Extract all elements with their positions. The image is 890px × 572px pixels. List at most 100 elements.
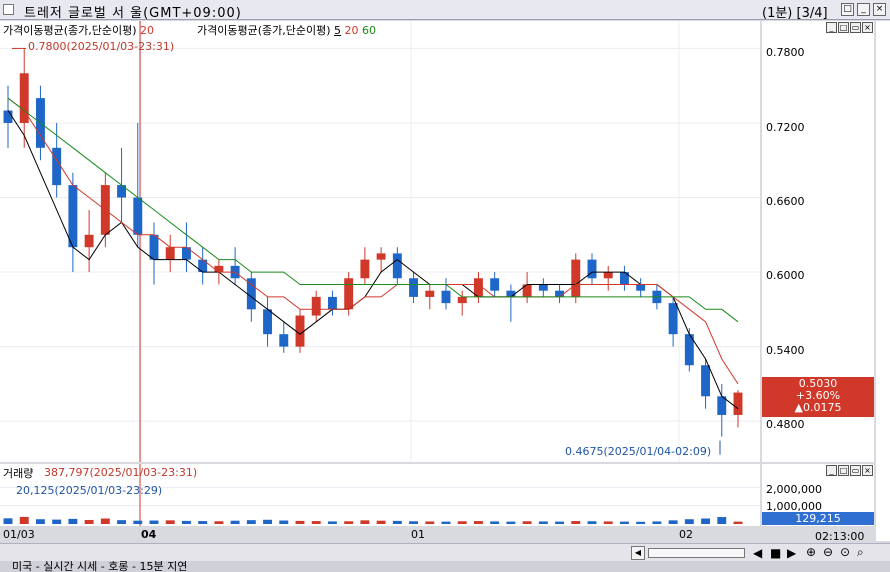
clock-label: 02:13:00 xyxy=(815,530,865,543)
ma-line-60 xyxy=(7,97,739,323)
candle-body xyxy=(149,234,159,260)
volume-bar xyxy=(506,521,516,524)
candle-body xyxy=(181,247,191,260)
candle-body xyxy=(684,334,694,366)
candle-body xyxy=(587,259,597,279)
volume-bar xyxy=(230,520,240,524)
volume-bar xyxy=(733,521,743,524)
volume-tick: 1,000,000 xyxy=(766,500,822,513)
search-icon[interactable]: ⌕ xyxy=(857,545,864,559)
volume-bar xyxy=(717,517,727,524)
candle-body xyxy=(117,185,127,198)
current-price-badge: 0.5030 +3.60% ▲0.0175 xyxy=(762,377,874,417)
volume-bar xyxy=(214,521,224,524)
stop-icon[interactable]: ■ xyxy=(770,546,782,560)
volume-bar xyxy=(619,521,629,524)
price-tick: 0.7200 xyxy=(766,121,805,134)
candle-body xyxy=(165,247,175,260)
candle-body xyxy=(279,334,289,347)
pane-maximize-icon[interactable]: ▭ xyxy=(850,22,861,33)
candle-body xyxy=(327,296,337,310)
scroll-thumb[interactable] xyxy=(648,548,745,558)
change-value: ▲0.0175 xyxy=(794,401,842,414)
right-side-panel xyxy=(876,21,890,541)
current-volume-badge: 129,215 xyxy=(762,512,874,525)
time-tick: 04 xyxy=(141,528,157,541)
ma2-period-5: 5 xyxy=(334,24,342,37)
next-icon[interactable]: ▶ xyxy=(787,546,797,560)
volume-bar xyxy=(165,520,175,524)
volume-bar xyxy=(441,521,451,524)
volume-bar xyxy=(279,520,289,524)
volume-bar xyxy=(68,518,78,524)
volume-bar xyxy=(295,520,305,524)
candle-body xyxy=(214,265,224,273)
price-tick: 0.5400 xyxy=(766,344,805,357)
pane-minimize-icon[interactable]: _ xyxy=(826,22,837,33)
volume-bar xyxy=(181,520,191,524)
ma1-label: 가격이동평균(종가,단순이평) xyxy=(3,24,137,37)
restore-icon[interactable]: □ xyxy=(841,3,854,16)
candle-body xyxy=(84,234,94,248)
volume-bar xyxy=(684,519,694,524)
volume-bar xyxy=(603,521,613,524)
zoom-in-icon[interactable]: ⊕ xyxy=(806,545,817,559)
volume-maximize-icon[interactable]: ▭ xyxy=(850,465,861,476)
price-tick: 0.7800 xyxy=(766,46,805,59)
minimize-icon[interactable]: _ xyxy=(857,3,870,16)
status-bar: 미국 - 실시간 시세 - 호롱 - 15분 지연 xyxy=(0,561,890,572)
candle-body xyxy=(717,396,727,415)
candle-body xyxy=(636,284,646,291)
volume-bar xyxy=(84,519,94,524)
volume-bar xyxy=(490,521,500,524)
pane-close-icon[interactable]: × xyxy=(862,22,873,33)
ma-line-5 xyxy=(7,110,739,410)
candle-body xyxy=(376,253,386,260)
high-annotation: 0.7800(2025/01/03-23:31) xyxy=(28,40,175,53)
volume-restore-icon[interactable]: □ xyxy=(838,465,849,476)
candle-body xyxy=(506,290,516,297)
volume-bar xyxy=(538,521,548,524)
volume-bar xyxy=(19,516,29,524)
pane-restore-icon[interactable]: □ xyxy=(838,22,849,33)
price-chart-pane[interactable] xyxy=(0,21,760,462)
volume-bar xyxy=(376,520,386,524)
volume-bar xyxy=(52,519,62,524)
time-tick: 01 xyxy=(411,528,425,541)
volume-bar xyxy=(3,518,13,524)
candle-body xyxy=(295,315,305,347)
candle-body xyxy=(392,253,402,279)
price-tick: 0.6000 xyxy=(766,269,805,282)
chart-period-label[interactable]: (1분) [3/4] xyxy=(762,6,828,21)
close-icon[interactable]: × xyxy=(873,3,886,16)
scroll-left-icon[interactable]: ◀ xyxy=(631,546,645,560)
volume-bar xyxy=(100,518,110,524)
candle-body xyxy=(473,278,483,297)
price-tick: 0.4800 xyxy=(766,418,805,431)
current-price: 0.5030 xyxy=(798,377,838,390)
candle-body xyxy=(3,110,13,123)
candle-body xyxy=(409,278,419,297)
chart-scrollbar[interactable]: ◀ ◀ ■ ▶ ⊕ ⊖ ⊙ ⌕ xyxy=(0,543,890,561)
zoom-out-icon[interactable]: ⊖ xyxy=(823,545,834,559)
volume-bar xyxy=(35,519,45,524)
first-page-icon[interactable]: ◀ xyxy=(753,546,763,560)
volume-bar xyxy=(409,521,419,524)
volume-bar xyxy=(117,520,127,524)
volume-bar xyxy=(636,521,646,524)
volume-chart-pane[interactable] xyxy=(0,464,760,526)
candle-body xyxy=(490,278,500,291)
zoom-reset-icon[interactable]: ⊙ xyxy=(840,545,851,559)
candle-body xyxy=(133,197,143,235)
time-tick: 01/03 xyxy=(3,528,35,541)
volume-bar xyxy=(263,519,273,524)
window-menu-checkbox[interactable] xyxy=(3,4,14,15)
volume-close-icon[interactable]: × xyxy=(862,465,873,476)
candle-body xyxy=(603,272,613,279)
volume-minimize-icon[interactable]: _ xyxy=(826,465,837,476)
volume-bar xyxy=(571,521,581,524)
candle-body xyxy=(360,259,370,279)
candle-body xyxy=(52,147,62,186)
volume-bar xyxy=(133,520,143,524)
volume-bar xyxy=(555,521,565,524)
